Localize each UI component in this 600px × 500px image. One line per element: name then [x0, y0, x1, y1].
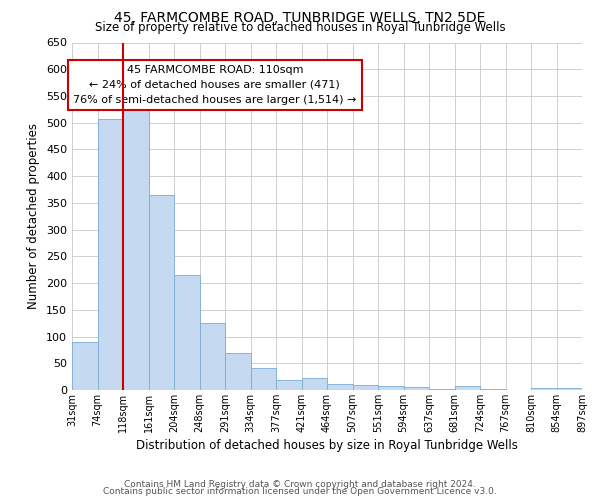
Text: Contains HM Land Registry data © Crown copyright and database right 2024.: Contains HM Land Registry data © Crown c… [124, 480, 476, 489]
Bar [455, 386, 480, 390]
Bar [149, 195, 174, 390]
Bar [276, 380, 302, 390]
Bar [97, 119, 123, 390]
Bar [225, 352, 251, 390]
X-axis label: Distribution of detached houses by size in Royal Tunbridge Wells: Distribution of detached houses by size … [136, 439, 518, 452]
Bar [404, 388, 429, 390]
Text: 45 FARMCOMBE ROAD: 110sqm
← 24% of detached houses are smaller (471)
76% of semi: 45 FARMCOMBE ROAD: 110sqm ← 24% of detac… [73, 65, 356, 104]
Bar [557, 388, 582, 390]
Bar [327, 384, 353, 390]
Y-axis label: Number of detached properties: Number of detached properties [28, 123, 40, 309]
Bar [302, 378, 327, 390]
Text: Size of property relative to detached houses in Royal Tunbridge Wells: Size of property relative to detached ho… [95, 22, 505, 35]
Bar [378, 386, 404, 390]
Bar [123, 106, 149, 390]
Bar [531, 388, 557, 390]
Bar [174, 275, 199, 390]
Text: Contains public sector information licensed under the Open Government Licence v3: Contains public sector information licen… [103, 488, 497, 496]
Bar [353, 384, 378, 390]
Text: 45, FARMCOMBE ROAD, TUNBRIDGE WELLS, TN2 5DE: 45, FARMCOMBE ROAD, TUNBRIDGE WELLS, TN2… [115, 11, 485, 25]
Bar [199, 323, 225, 390]
Bar [72, 342, 97, 390]
Bar [251, 368, 276, 390]
